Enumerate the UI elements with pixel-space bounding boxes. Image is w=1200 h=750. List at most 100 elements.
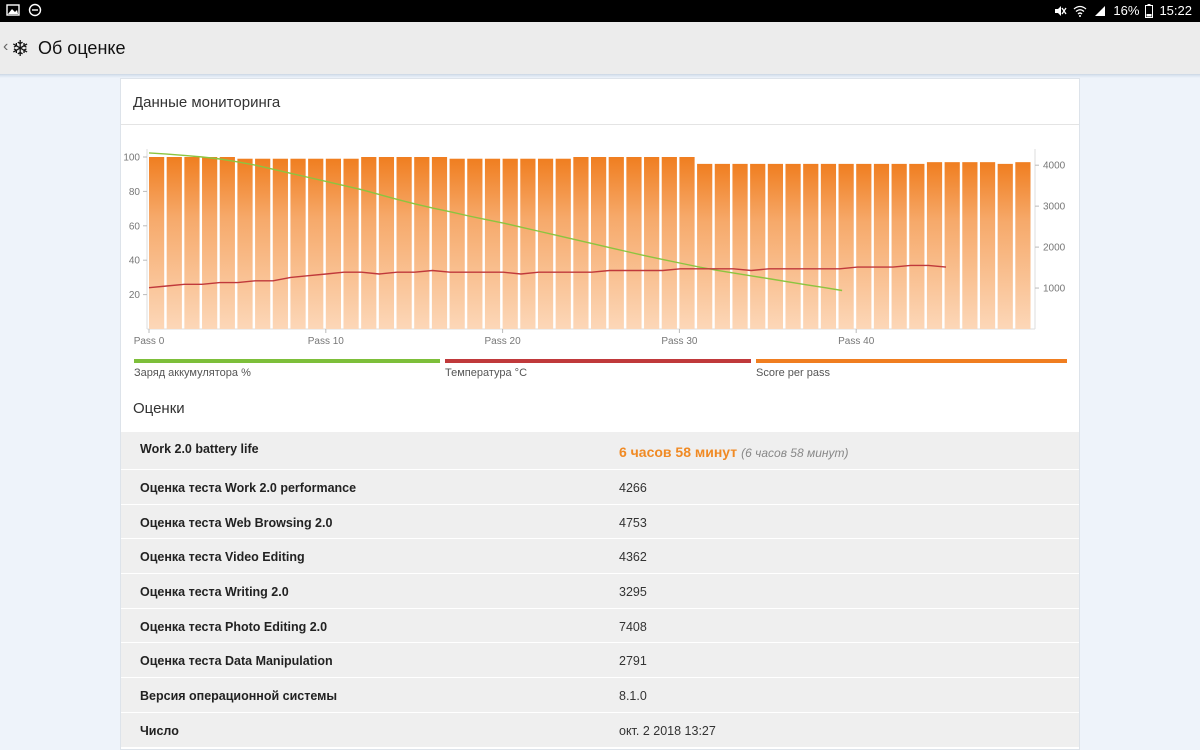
table-row: Версия операционной системы 8.1.0: [121, 678, 1079, 713]
table-row: Число окт. 2 2018 13:27: [121, 712, 1079, 748]
x-tick-label: Pass 30: [661, 336, 698, 347]
score-bar: [714, 163, 730, 329]
score-bar: [502, 158, 518, 329]
score-bar: [856, 163, 872, 329]
legend-score: Score per pass: [756, 359, 1067, 389]
row-value: 4753: [619, 515, 647, 530]
table-row: Оценка теста Photo Editing 2.0 7408: [121, 608, 1079, 644]
details-card: Данные мониторинга 20 40 60 80 100 1000 2000 30…: [120, 78, 1080, 750]
row-value: 4362: [619, 550, 647, 565]
legend-temperature: Температура °C: [445, 359, 751, 389]
score-bar: [484, 158, 501, 329]
score-bar: [767, 163, 784, 329]
row-value: окт. 2 2018 13:27: [619, 723, 716, 738]
back-chevron-icon[interactable]: ‹: [3, 38, 9, 55]
score-bar: [591, 157, 607, 329]
score-bar: [679, 157, 695, 329]
score-bar: [255, 158, 271, 329]
row-value: 6 часов 58 минут (6 часов 58 минут): [619, 444, 848, 460]
x-tick-label: Pass 40: [838, 336, 875, 347]
do-not-disturb-icon: [28, 3, 42, 17]
legend-temperature-swatch: [445, 359, 751, 363]
left-tick-label: 60: [129, 221, 141, 232]
score-bar: [1015, 162, 1031, 329]
table-row: Оценка теста Web Browsing 2.0 4753: [121, 504, 1079, 540]
row-key: Оценка теста Work 2.0 performance: [140, 481, 357, 495]
x-tick-label: Pass 20: [485, 336, 522, 347]
battery-percent: 16%: [1113, 3, 1140, 18]
left-tick-label: 100: [123, 153, 140, 164]
left-tick-label: 20: [129, 290, 141, 301]
left-tick-label: 40: [129, 256, 141, 267]
score-bar: [396, 157, 412, 329]
legend-battery-swatch: [134, 359, 440, 363]
battery-icon: [1145, 3, 1154, 18]
score-bar: [750, 163, 766, 329]
row-key: Work 2.0 battery life: [140, 442, 259, 456]
gallery-notification-icon: [6, 4, 20, 16]
score-bar: [414, 157, 430, 329]
score-bar: [573, 157, 589, 329]
score-bar: [537, 158, 554, 329]
score-bar: [325, 158, 342, 329]
score-bar: [290, 158, 306, 329]
row-key: Число: [140, 723, 179, 738]
row-key: Оценка теста Video Editing: [140, 550, 305, 565]
score-bar: [608, 157, 624, 329]
legend-temperature-label: Температура °C: [445, 367, 528, 379]
score-bar: [891, 163, 907, 329]
right-tick-label: 4000: [1043, 161, 1066, 172]
left-tick-label: 80: [129, 187, 141, 198]
score-bar: [697, 163, 713, 329]
scores-title: Оценки: [133, 400, 185, 417]
score-bar: [820, 163, 837, 329]
score-bar: [803, 163, 819, 329]
temperature-line: [148, 264, 947, 289]
score-bar: [555, 158, 571, 329]
score-bar: [467, 158, 483, 329]
status-time: 15:22: [1159, 3, 1192, 18]
table-row: Оценка теста Writing 2.0 3295: [121, 574, 1079, 609]
score-bar: [149, 157, 165, 329]
score-bar: [219, 157, 235, 329]
legend-battery-label: Заряд аккумулятора %: [134, 367, 251, 379]
score-bar: [520, 158, 536, 329]
status-bar: 16% 15:22: [0, 0, 1200, 22]
x-tick-label: Pass 10: [308, 336, 345, 347]
score-bar: [962, 162, 978, 329]
page-title: Об оценке: [38, 38, 126, 58]
score-bar: [378, 157, 395, 329]
right-tick-label: 3000: [1043, 202, 1066, 213]
score-bar: [661, 157, 677, 329]
row-key: Оценка теста Photo Editing 2.0: [140, 619, 328, 634]
score-bar: [449, 158, 465, 329]
score-bar: [431, 157, 448, 329]
score-bar: [785, 163, 801, 329]
snowflake-icon[interactable]: ❄: [11, 36, 30, 61]
row-key: Версия операционной системы: [140, 689, 338, 704]
score-bar: [838, 163, 854, 329]
scores-table: Work 2.0 battery life 6 часов 58 минут (6…: [121, 432, 1079, 748]
score-bar: [626, 157, 642, 329]
battery-line: [148, 152, 843, 292]
score-bar: [237, 158, 253, 329]
score-bar: [909, 163, 925, 329]
mute-icon: [1055, 5, 1067, 16]
score-bar: [308, 158, 324, 329]
score-bar: [644, 157, 660, 329]
row-key: Оценка теста Web Browsing 2.0: [140, 515, 333, 530]
row-value: 2791: [619, 654, 647, 669]
row-value: 3295: [619, 585, 647, 600]
score-bar: [361, 157, 377, 329]
table-row: Оценка теста Video Editing 4362: [121, 539, 1079, 575]
row-key: Оценка теста Data Manipulation: [140, 654, 333, 669]
score-bar: [944, 162, 960, 329]
app-bar-shadow: [0, 74, 1200, 78]
score-bar: [202, 157, 218, 329]
battery-life-value: 6 часов 58 минут: [619, 444, 738, 460]
score-bar: [343, 158, 359, 329]
divider: [121, 124, 1079, 125]
wifi-icon: [1074, 5, 1087, 17]
score-bar: [926, 162, 943, 329]
app-bar: ‹ ❄ Об оценке: [0, 22, 1200, 78]
